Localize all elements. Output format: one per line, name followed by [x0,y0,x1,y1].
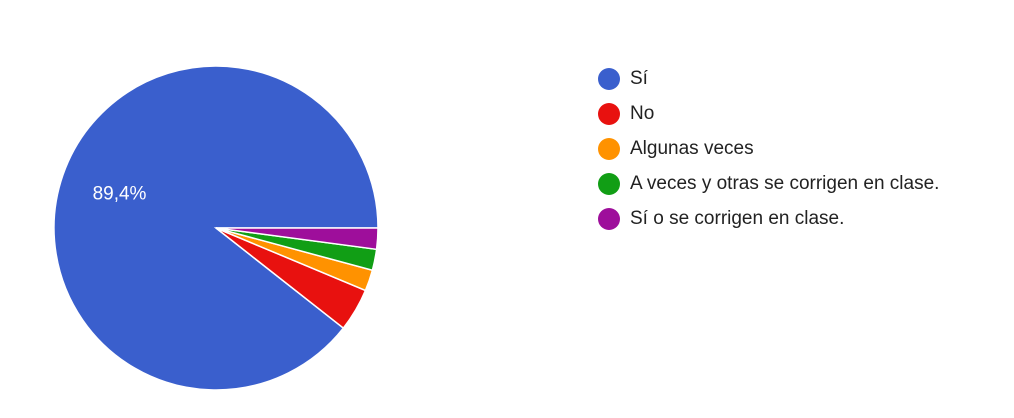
pie-data-label-1: 89,4% [93,184,147,205]
legend-swatch [598,67,620,90]
legend-swatch [598,172,620,195]
legend-label: Sí [630,67,648,89]
chart-legend: Sí No Algunas veces A veces y otras se c… [598,61,939,236]
legend-item-si-o-se-corrigen[interactable]: Sí o se corrigen en clase. [598,201,939,236]
legend-swatch [598,102,620,125]
legend-item-no[interactable]: No [598,96,939,131]
legend-item-algunas-veces[interactable]: Algunas veces [598,131,939,166]
legend-label: Algunas veces [630,137,754,159]
legend-label: A veces y otras se corrigen en clase. [630,172,940,194]
legend-swatch [598,207,620,230]
legend-swatch [598,137,620,160]
legend-label: Sí o se corrigen en clase. [630,207,845,229]
pie-slice-5[interactable] [215,227,379,251]
legend-label: No [630,102,655,124]
legend-item-si[interactable]: Sí [598,61,939,96]
legend-item-a-veces-y-otras[interactable]: A veces y otras se corrigen en clase. [598,166,939,201]
pie-data-labels: 89,4% [93,184,147,205]
pie-slices [53,65,379,391]
